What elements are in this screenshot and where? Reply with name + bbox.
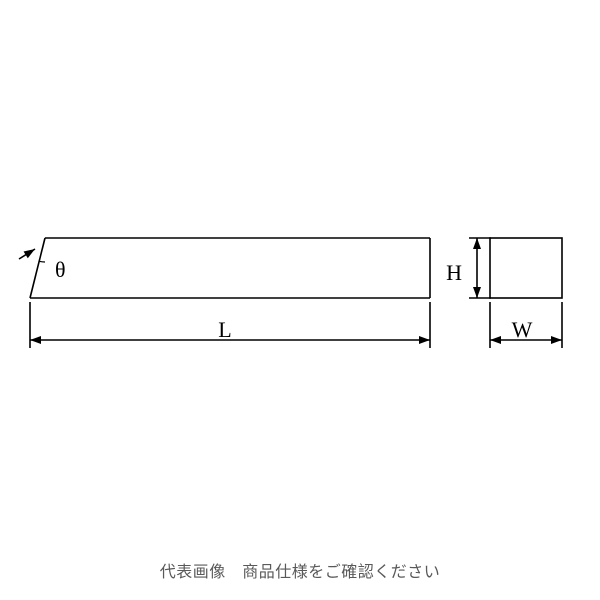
svg-text:H: H: [446, 260, 462, 285]
diagram-stage: θ L H W 代表画像 商品仕様をご確認ください: [0, 0, 600, 600]
svg-text:L: L: [218, 317, 231, 342]
caption-text: 代表画像 商品仕様をご確認ください: [0, 558, 600, 582]
svg-text:θ: θ: [55, 257, 66, 282]
svg-text:W: W: [512, 317, 533, 342]
technical-drawing: θ L H W: [0, 0, 600, 600]
